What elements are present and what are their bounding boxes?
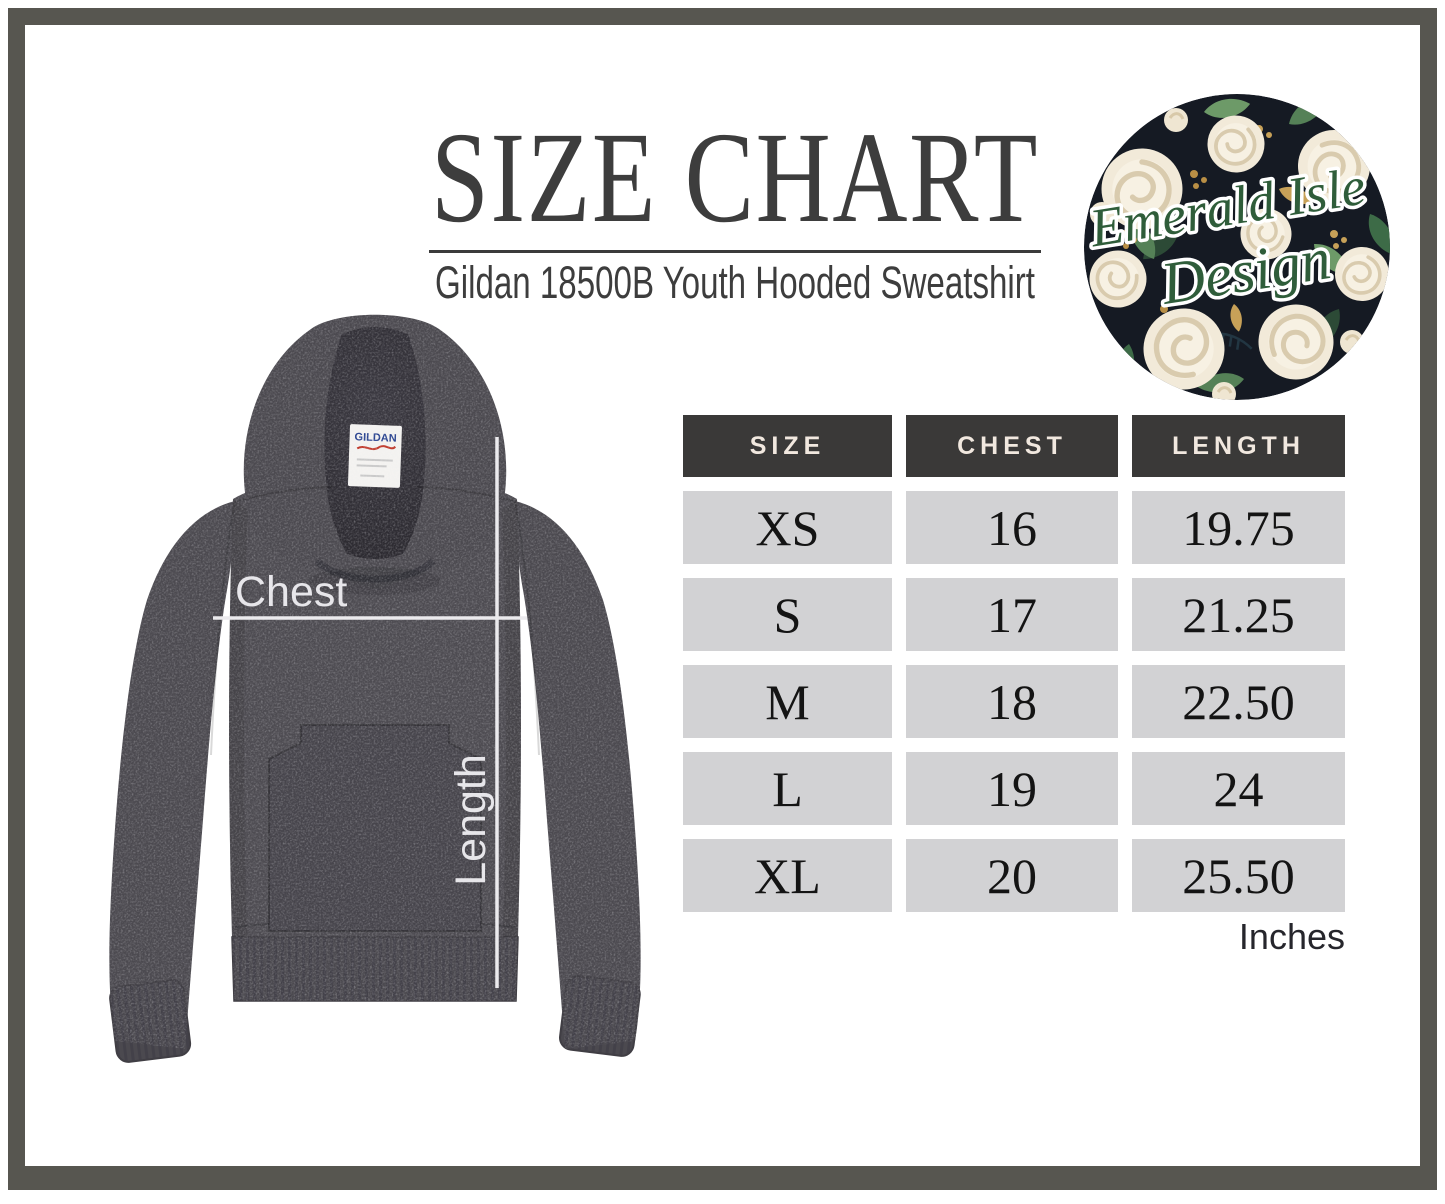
units-label: Inches bbox=[1238, 916, 1345, 957]
cell-length: 22.50 bbox=[1132, 665, 1345, 738]
chest-label: Chest bbox=[235, 568, 347, 616]
cell-size: L bbox=[683, 752, 892, 825]
heather-texture bbox=[109, 314, 641, 1049]
brand-logo: Emerald Isle Design bbox=[1084, 94, 1390, 400]
cell-length: 19.75 bbox=[1132, 491, 1345, 564]
length-label: Length bbox=[447, 754, 495, 886]
cell-length: 25.50 bbox=[1132, 839, 1345, 912]
column-header-chest: CHEST bbox=[906, 415, 1118, 477]
cell-chest: 16 bbox=[906, 491, 1118, 564]
cell-chest: 17 bbox=[906, 578, 1118, 651]
cell-size: S bbox=[683, 578, 892, 651]
title-divider bbox=[429, 250, 1041, 253]
column-header-size: SIZE bbox=[683, 415, 892, 477]
cell-size: XL bbox=[683, 839, 892, 912]
title-block: SIZE CHART Gildan 18500B Youth Hooded Sw… bbox=[427, 103, 1043, 313]
size-table: SIZE CHEST LENGTH XS 16 19.75 S 17 21.25… bbox=[683, 415, 1345, 912]
cell-length: 24 bbox=[1132, 752, 1345, 825]
measurement-overlay: Chest Length bbox=[213, 437, 527, 988]
cell-chest: 20 bbox=[906, 839, 1118, 912]
cell-size: M bbox=[683, 665, 892, 738]
column-header-length: LENGTH bbox=[1132, 415, 1345, 477]
brand-logo-graphic: Emerald Isle Design bbox=[1084, 94, 1390, 400]
title-graphic: SIZE CHART Gildan 18500B Youth Hooded Sw… bbox=[429, 106, 1041, 308]
floral-pattern: Emerald Isle Design bbox=[1084, 94, 1390, 400]
page-subtitle: Gildan 18500B Youth Hooded Sweatshirt bbox=[435, 257, 1035, 308]
cell-size: XS bbox=[683, 491, 892, 564]
page-title: SIZE CHART bbox=[431, 106, 1039, 250]
cell-chest: 18 bbox=[906, 665, 1118, 738]
cell-length: 21.25 bbox=[1132, 578, 1345, 651]
hoodie-illustration: GILDAN Chest Length bbox=[109, 314, 641, 1063]
cell-chest: 19 bbox=[906, 752, 1118, 825]
hoodie-body-group: GILDAN bbox=[109, 314, 641, 1063]
